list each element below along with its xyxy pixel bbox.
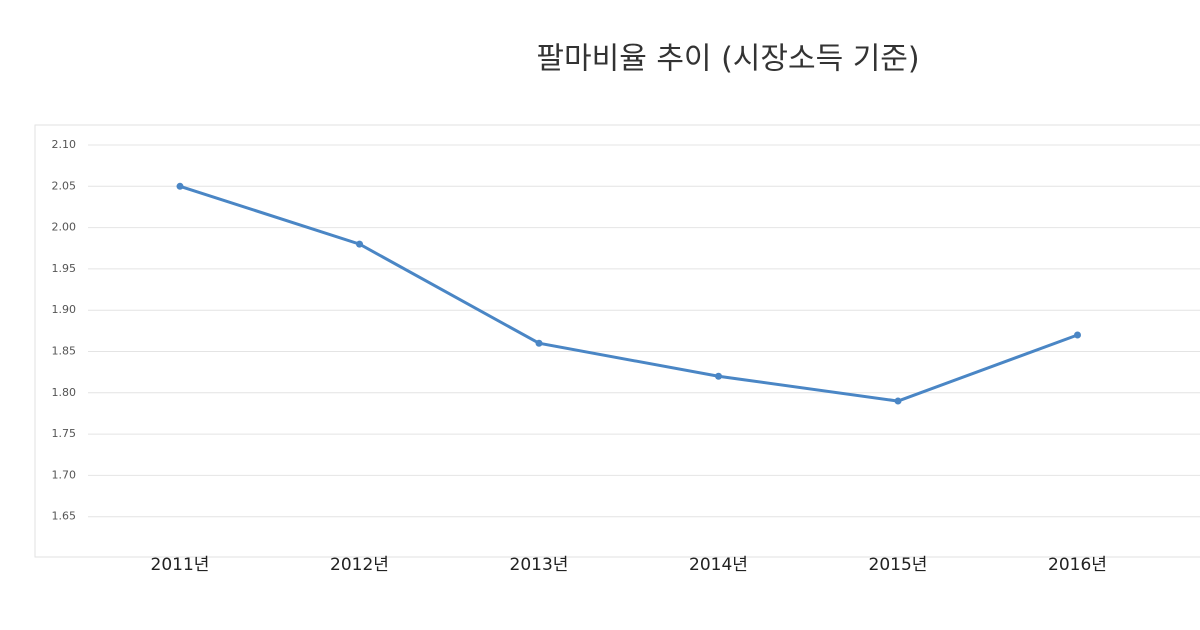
x-tick-label: 2015년 [869, 555, 928, 575]
data-point [356, 240, 363, 248]
y-tick-label: 1.90 [52, 303, 77, 316]
data-point [1074, 331, 1081, 339]
data-point [894, 397, 902, 405]
x-tick-label: 2011년 [151, 555, 210, 575]
y-tick-label: 1.80 [52, 386, 77, 399]
y-tick-label: 1.95 [52, 262, 77, 275]
data-line [179, 184, 1079, 403]
x-tick-label: 2012년 [330, 555, 389, 575]
y-tick-label: 1.70 [52, 468, 77, 481]
plot-frame [34, 124, 1200, 558]
chart-title: 팔마비율 추이 (시장소득 기준) [536, 42, 919, 77]
x-tick-label: 2016년 [1048, 555, 1107, 575]
y-tick-label: 1.65 [52, 510, 77, 523]
y-tick-label: 2.00 [52, 221, 77, 234]
y-tick-label: 1.85 [52, 345, 77, 358]
x-tick-label: 2013년 [510, 555, 569, 575]
data-point [715, 372, 722, 380]
y-tick-label: 1.75 [52, 427, 77, 440]
y-tick-label: 2.05 [52, 179, 77, 192]
y-tick-label: 2.10 [52, 138, 77, 151]
data-point [176, 182, 184, 190]
x-tick-label: 2014년 [689, 555, 748, 575]
data-point [535, 339, 543, 347]
